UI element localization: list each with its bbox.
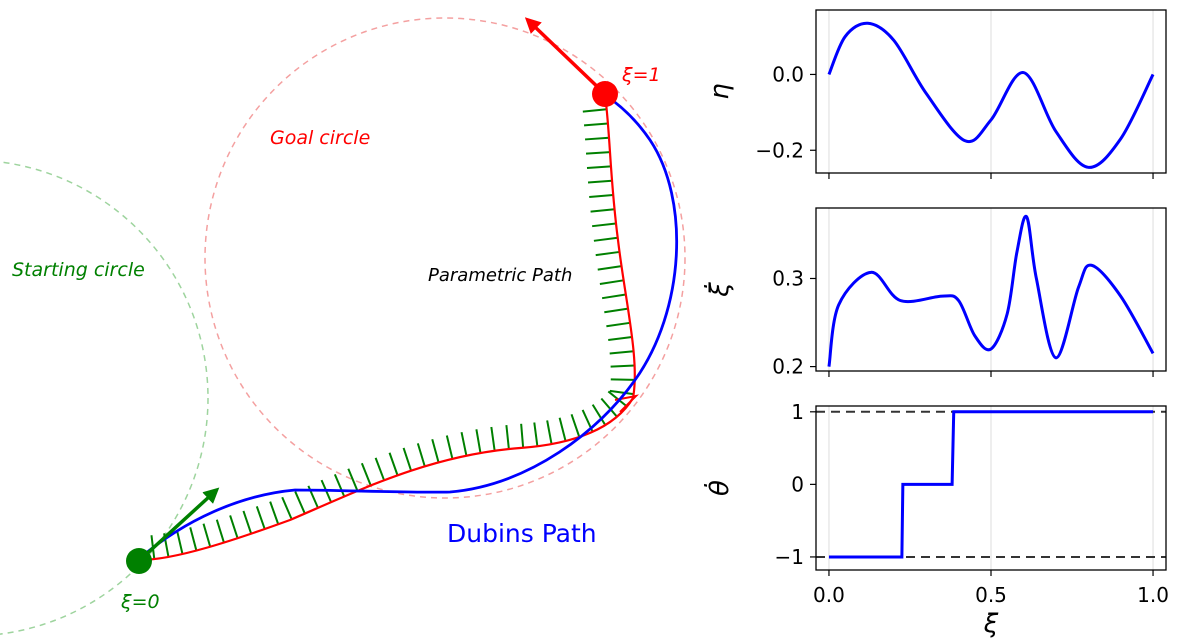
hatch-mark — [608, 336, 633, 341]
y-tick-label: 0 — [791, 472, 804, 496]
chart-theta-dot: 1 0 −1 θ̇ 0.0 0.5 1.0 ξ — [702, 400, 1169, 639]
hatch-mark — [589, 193, 614, 199]
chart-eta: 0.0 −0.2 η — [705, 9, 1167, 179]
start-point-label: ξ=0 — [120, 591, 160, 613]
y-tick-label: 0.0 — [772, 62, 804, 86]
hatch-mark — [269, 501, 280, 525]
hatch-mark — [570, 413, 581, 438]
start-heading-arrow — [138, 487, 220, 562]
hatch-mark — [591, 404, 607, 426]
hatch-mark — [585, 151, 611, 155]
hatch-mark — [609, 389, 634, 396]
hatch-mark — [333, 473, 346, 497]
hatch-mark — [374, 457, 386, 481]
hatch-mark — [281, 496, 293, 520]
x-tick-label: 0.0 — [813, 583, 845, 607]
hatch-mark — [475, 429, 482, 454]
hatch-mark — [347, 468, 359, 492]
y-tick-label: 0.3 — [772, 266, 804, 290]
parametric-path — [139, 94, 636, 562]
hatch-mark — [431, 438, 440, 463]
hatch-mark — [460, 431, 468, 456]
hatch-mark — [583, 122, 609, 127]
y-tick-label: −0.2 — [755, 138, 804, 162]
chart-xi-dot: 0.3 0.2 ξ̇ — [702, 207, 1167, 379]
hatch-mark — [189, 527, 198, 551]
plot-frame — [815, 9, 1167, 174]
hatch-mark — [582, 108, 607, 113]
hatch-mark — [255, 506, 266, 530]
parametric-path-label: Parametric Path — [428, 265, 572, 286]
x-axis-label: ξ — [983, 609, 999, 639]
hatch-mark — [590, 208, 615, 213]
hatch-mark — [215, 519, 225, 543]
hatch-mark — [585, 136, 610, 141]
hatch-mark — [294, 491, 306, 514]
plot-frame — [815, 405, 1167, 571]
x-tick-label: 0.5 — [975, 583, 1007, 607]
hatch-mark — [610, 378, 635, 381]
hatch-mark — [595, 250, 620, 257]
hatch-mark — [490, 426, 496, 451]
hatch-mark — [242, 510, 253, 535]
hatch-mark — [505, 425, 510, 450]
y-axis-label: η — [705, 83, 735, 99]
hatch-mark — [610, 364, 635, 368]
start-point — [126, 548, 152, 574]
hatch-mark — [592, 222, 617, 228]
hatch-mark — [416, 443, 426, 467]
starting-circle — [0, 161, 209, 635]
goal-circle-label: Goal circle — [270, 127, 370, 149]
hatch-mark — [597, 265, 622, 271]
dubins-path — [139, 93, 678, 560]
goal-point-label: ξ=1 — [621, 64, 661, 86]
hatch-mark — [533, 422, 539, 447]
goal-point — [592, 81, 618, 107]
hatch-mark — [586, 165, 612, 170]
y-tick-label: −1 — [775, 545, 804, 569]
series-line — [828, 410, 1154, 559]
starting-circle-label: Starting circle — [12, 259, 145, 281]
hatch-mark — [176, 530, 184, 555]
hatch-mark — [202, 523, 212, 547]
y-axis-label: θ̇ — [702, 480, 735, 496]
hatch-mark — [609, 350, 634, 355]
hatch-mark — [520, 423, 525, 448]
hatch-mark — [599, 279, 624, 285]
y-tick-label: 1 — [791, 400, 804, 424]
hatch-mark — [360, 462, 372, 486]
hatch-mark — [558, 417, 567, 442]
hatch-mark — [593, 236, 618, 242]
goal-circle — [204, 17, 686, 499]
x-tick-label: 1.0 — [1137, 583, 1169, 607]
plot-frame — [815, 207, 1167, 372]
hatch-mark — [546, 420, 553, 445]
hatch-mark — [604, 307, 629, 314]
dubins-path-label: Dubins Path — [447, 519, 597, 548]
hatch-mark — [606, 321, 631, 328]
hatch-mark — [388, 452, 399, 476]
series-line — [827, 214, 1155, 367]
y-axis-label: ξ̇ — [702, 282, 735, 298]
hatch-mark — [601, 293, 626, 300]
y-tick-label: 0.2 — [772, 355, 804, 379]
series-line — [827, 21, 1155, 169]
goal-heading-arrow — [524, 17, 607, 96]
hatch-mark — [229, 515, 239, 539]
hatch-mark — [587, 179, 613, 184]
hatch-mark — [402, 447, 413, 472]
hatch-mark — [600, 397, 618, 418]
hatch-mark — [445, 435, 454, 460]
